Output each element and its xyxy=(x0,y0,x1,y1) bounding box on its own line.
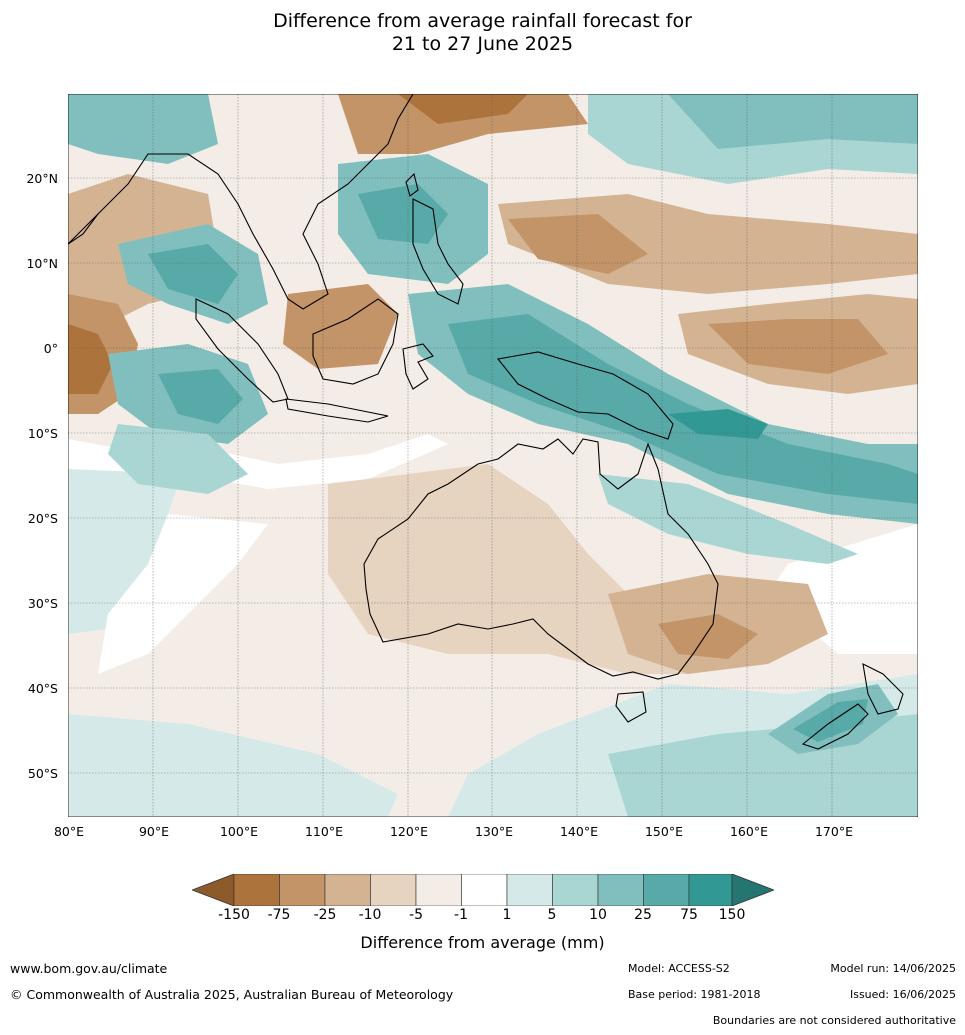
lat-label-20n: 20°N xyxy=(26,171,58,186)
colorbar-tick-1: 1 xyxy=(502,907,512,923)
borneo-dry xyxy=(283,284,398,369)
colorbar xyxy=(192,874,774,906)
lon-label-80e: 80°E xyxy=(53,824,85,839)
sulawesi-coastline xyxy=(402,343,434,390)
pacific-dry-equator-core xyxy=(708,319,888,374)
lat-label-40s: 40°S xyxy=(27,681,58,696)
colorbar-tick-25: 25 xyxy=(634,907,652,923)
philippines-coastline xyxy=(412,198,464,305)
australia-coastline xyxy=(363,438,719,680)
colorbar-high-extend xyxy=(731,874,774,906)
colorbar-title: Difference from average (mm) xyxy=(360,933,605,952)
colorbar-tick-5: 5 xyxy=(547,907,557,923)
issued-text: Issued: 16/06/2025 xyxy=(849,988,956,1001)
new-guinea-coastline xyxy=(496,351,674,440)
colorbar-tick-m5: -5 xyxy=(409,907,423,923)
title-line-2: 21 to 27 June 2025 xyxy=(391,33,574,55)
australia-dry xyxy=(328,464,688,674)
south-china-sea-wet-core xyxy=(358,184,448,244)
colorbar-tick-m1: -1 xyxy=(454,907,468,923)
taiwan-coastline xyxy=(405,172,419,197)
lon-label-110e: 110°E xyxy=(304,824,343,839)
bay-of-bengal-wet-core xyxy=(148,244,238,304)
disclaimer-text: Boundaries are not considered authoritat… xyxy=(712,1014,956,1027)
lat-label-10s: 10°S xyxy=(27,426,58,441)
colorbar-tick-m10: -10 xyxy=(358,907,382,923)
lon-label-100e: 100°E xyxy=(219,824,258,839)
china-dry-core xyxy=(398,94,528,124)
map-canvas xyxy=(67,93,919,818)
southern-ocean-teal-2 xyxy=(68,714,398,817)
south-eio-wet xyxy=(108,424,248,494)
west-eio-dry-core xyxy=(68,324,113,394)
lat-label-10n: 10°N xyxy=(26,256,58,271)
colorbar-bin-7 xyxy=(506,874,553,906)
white-belt-west xyxy=(68,434,448,489)
colorbar-tick-10: 10 xyxy=(589,907,607,923)
upper-tropics-wet-core xyxy=(668,94,918,149)
himalaya-wet xyxy=(68,94,218,164)
colorbar-bin-4 xyxy=(370,874,417,906)
lon-label-130e: 130°E xyxy=(474,824,513,839)
png-wet-core xyxy=(668,409,768,439)
lon-label-140e: 140°E xyxy=(559,824,598,839)
new-zealand-north-coastline xyxy=(862,663,904,715)
lon-label-160e: 160°E xyxy=(729,824,768,839)
colorbar-bin-5 xyxy=(415,874,462,906)
lon-label-120e: 120°E xyxy=(389,824,428,839)
colorbar-bin-10 xyxy=(643,874,690,906)
borneo-coastline xyxy=(312,298,399,385)
mainland-asia-coastline xyxy=(67,93,414,310)
colorbar-low-extend xyxy=(192,874,235,906)
colorbar-bin-9 xyxy=(597,874,644,906)
base-period-text: Base period: 1981-2018 xyxy=(628,988,761,1001)
colorbar-tick-150: 150 xyxy=(718,907,746,923)
colorbar-tick-75: 75 xyxy=(680,907,698,923)
java-coastline xyxy=(285,398,389,423)
colorbar-tick-m75: -75 xyxy=(267,907,291,923)
colorbar-bin-1 xyxy=(233,874,280,906)
maritime-wet-core xyxy=(448,314,918,504)
coral-sea-wet xyxy=(598,474,858,564)
colorbar-bin-8 xyxy=(552,874,599,906)
website-link[interactable]: www.bom.gov.au/climate xyxy=(10,961,168,976)
colorbar-bin-11 xyxy=(688,874,733,906)
lat-label-50s: 50°S xyxy=(27,766,58,781)
india-coastline xyxy=(67,213,99,245)
tasmania-coastline xyxy=(615,691,647,723)
lon-label-150e: 150°E xyxy=(644,824,683,839)
colorbar-bin-6 xyxy=(461,874,508,906)
rainfall-anomaly-map xyxy=(67,93,919,818)
colorbar-bin-2 xyxy=(279,874,326,906)
lat-label-30s: 30°S xyxy=(27,596,58,611)
sumatra-coastline xyxy=(195,298,289,403)
china-dry xyxy=(338,94,588,154)
se-aus-dry-core xyxy=(658,614,758,659)
graticule xyxy=(68,94,918,817)
colorbar-tick-m150: -150 xyxy=(218,907,250,923)
lon-label-90e: 90°E xyxy=(138,824,170,839)
sumatra-wet-core xyxy=(158,369,243,424)
lat-label-0: 0° xyxy=(43,341,58,356)
colorbar-bin-3 xyxy=(324,874,371,906)
white-belt-south xyxy=(98,514,268,674)
lon-label-170e: 170°E xyxy=(814,824,853,839)
map-title: Difference from average rainfall forecas… xyxy=(0,10,965,56)
title-line-1: Difference from average rainfall forecas… xyxy=(273,10,692,32)
model-text: Model: ACCESS-S2 xyxy=(628,962,730,975)
coastlines xyxy=(67,93,904,750)
model-run-text: Model run: 14/06/2025 xyxy=(830,962,956,975)
colorbar-tick-m25: -25 xyxy=(313,907,337,923)
copyright-text: © Commonwealth of Australia 2025, Austra… xyxy=(10,987,454,1002)
new-zealand-south-coastline xyxy=(801,703,869,750)
lat-label-20s: 20°S xyxy=(27,511,58,526)
pacific-dry-north-core xyxy=(508,214,648,274)
